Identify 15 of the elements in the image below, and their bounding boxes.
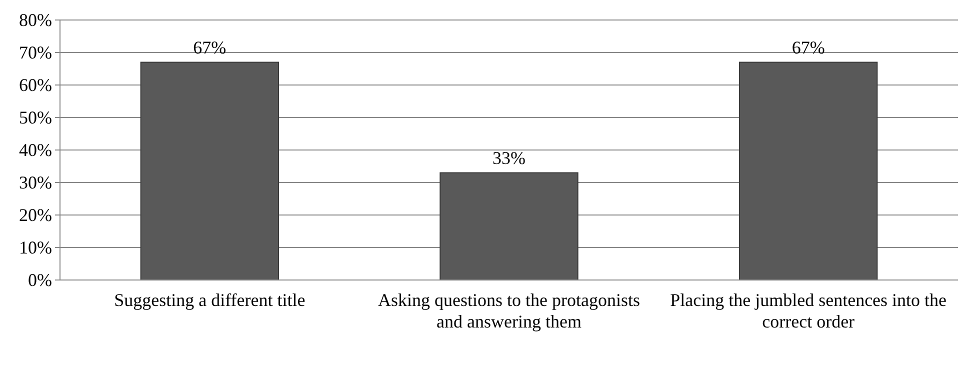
data-label: 67% <box>193 37 226 58</box>
y-tick-label: 10% <box>19 237 52 258</box>
x-tick-label: Placing the jumbled sentences into the correct order <box>670 290 947 332</box>
data-label: 33% <box>492 148 526 168</box>
x-tick-label: Asking questions to the protagonists and answering them <box>378 290 640 332</box>
y-tick-label: 70% <box>19 42 52 62</box>
y-tick-label: 0% <box>28 270 52 290</box>
y-tick-label: 20% <box>19 204 52 225</box>
x-tick-label: Suggesting a different title <box>114 290 306 310</box>
y-tick-label: 40% <box>19 140 52 160</box>
y-tick-label: 60% <box>19 74 52 95</box>
y-tick-label: 50% <box>19 107 52 128</box>
y-tick-label: 30% <box>19 172 52 192</box>
y-tick-label: 80% <box>19 10 52 30</box>
data-label: 67% <box>792 37 825 58</box>
